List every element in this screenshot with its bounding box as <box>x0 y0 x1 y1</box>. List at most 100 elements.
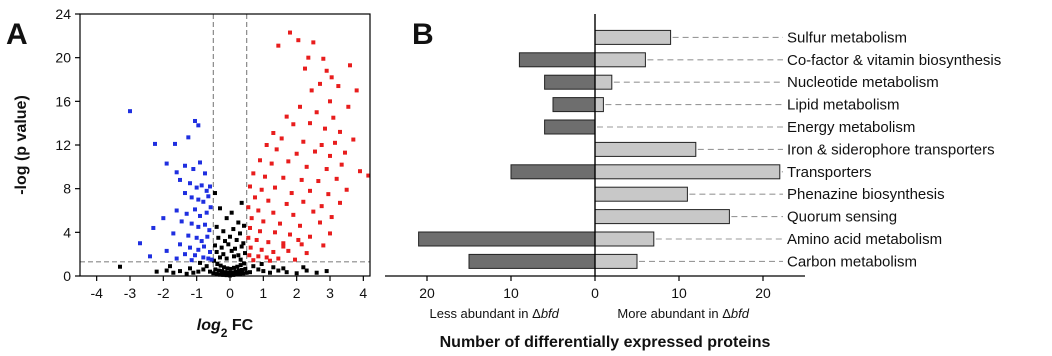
data-point-up <box>313 149 317 154</box>
data-point-ns <box>251 264 256 269</box>
data-point-ns <box>256 267 261 272</box>
data-point-down <box>179 219 184 224</box>
data-point-up <box>293 257 297 262</box>
data-point-up <box>304 164 309 169</box>
data-point-up <box>286 159 291 164</box>
data-point-up <box>273 230 277 235</box>
data-point-ns <box>236 253 241 258</box>
data-point-up <box>288 232 292 237</box>
bar-less-abundant <box>544 74 596 90</box>
more-abundant-note: More abundant in Δbfd <box>617 306 749 321</box>
data-point-down <box>207 228 212 233</box>
data-point-up <box>291 122 296 127</box>
data-point-down <box>183 252 187 257</box>
data-point-up <box>324 68 329 73</box>
data-point-down <box>183 191 187 196</box>
data-point-ns <box>324 269 329 274</box>
bar-more-abundant <box>594 231 655 247</box>
data-point-ns <box>261 269 266 274</box>
data-point-up <box>248 184 252 189</box>
data-point-down <box>193 207 197 212</box>
category-label: Phenazine biosynthesis <box>787 186 945 203</box>
data-point-up <box>276 43 281 48</box>
category-label: Carbon metabolism <box>787 253 917 270</box>
panel-label-b: B <box>412 18 434 51</box>
data-point-up <box>251 258 256 263</box>
data-point-up <box>256 254 261 259</box>
data-point-ns <box>239 200 244 205</box>
data-point-down <box>198 160 202 165</box>
data-point-ns <box>259 261 264 266</box>
data-point-ns <box>242 261 246 266</box>
data-point-ns <box>224 216 229 221</box>
data-point-up <box>321 56 326 61</box>
data-point-up <box>259 247 264 252</box>
data-point-up <box>253 195 257 200</box>
y-tick-label: 20 <box>55 50 71 66</box>
data-point-down <box>189 258 194 263</box>
bar-more-abundant <box>594 164 781 180</box>
data-point-down <box>151 225 156 230</box>
y-tick-label: 8 <box>63 181 71 197</box>
x-tick-label: 0 <box>226 285 234 301</box>
x-tick-label: 20 <box>419 285 435 301</box>
data-point-down <box>161 216 166 221</box>
data-point-up <box>308 188 312 193</box>
data-point-up <box>264 143 269 147</box>
data-point-up <box>319 204 324 209</box>
data-point-ns <box>211 271 216 276</box>
y-tick-label: 12 <box>55 137 71 153</box>
x-tick-label: 1 <box>259 285 267 301</box>
data-point-up <box>271 210 276 215</box>
data-point-ns <box>204 264 209 269</box>
data-point-ns <box>208 269 212 274</box>
data-point-up <box>258 229 262 234</box>
data-point-ns <box>220 269 224 274</box>
data-point-ns <box>240 267 244 272</box>
data-point-up <box>328 153 332 158</box>
data-point-down <box>148 254 152 259</box>
data-point-up <box>273 185 277 190</box>
data-point-ns <box>232 265 236 270</box>
data-point-down <box>196 224 201 229</box>
data-point-up <box>338 129 342 134</box>
x-tick-label: -3 <box>124 285 137 301</box>
data-point-down <box>174 256 179 261</box>
data-point-up <box>258 158 262 163</box>
data-point-ns <box>168 264 172 269</box>
data-point-up <box>301 199 306 204</box>
y-tick-label: 0 <box>63 268 71 284</box>
bar-more-abundant <box>594 209 730 225</box>
data-point-up <box>256 208 261 213</box>
data-point-ns <box>219 245 224 250</box>
data-point-down <box>198 213 202 218</box>
bar-chart-panel: B 20 10 0 10 20 Sulfur metabolism Co-factor &… <box>385 14 1001 351</box>
data-point-up <box>351 137 356 142</box>
data-point-down <box>164 161 169 166</box>
data-point-down <box>184 211 189 216</box>
data-point-up <box>296 237 301 242</box>
data-point-down <box>194 235 199 240</box>
data-point-down <box>174 170 179 175</box>
data-point-up <box>279 136 284 141</box>
data-point-up <box>343 150 347 155</box>
data-point-ns <box>171 270 176 275</box>
data-point-ns <box>233 246 237 251</box>
data-point-up <box>333 140 337 145</box>
data-point-up <box>251 171 256 176</box>
data-point-ns <box>224 273 229 278</box>
y-tick-label: 4 <box>63 224 71 240</box>
data-point-up <box>298 223 302 228</box>
data-point-ns <box>218 206 222 211</box>
data-point-ns <box>238 257 243 262</box>
data-point-down <box>189 195 194 200</box>
data-point-ns <box>234 237 239 242</box>
data-point-up <box>247 253 252 258</box>
x-tick-label: 10 <box>671 285 687 301</box>
bar-less-abundant <box>518 52 596 68</box>
data-point-ns <box>214 224 219 229</box>
data-point-down <box>204 188 209 193</box>
data-point-ns <box>228 266 233 271</box>
data-point-up <box>294 151 299 156</box>
data-point-up <box>366 173 371 178</box>
